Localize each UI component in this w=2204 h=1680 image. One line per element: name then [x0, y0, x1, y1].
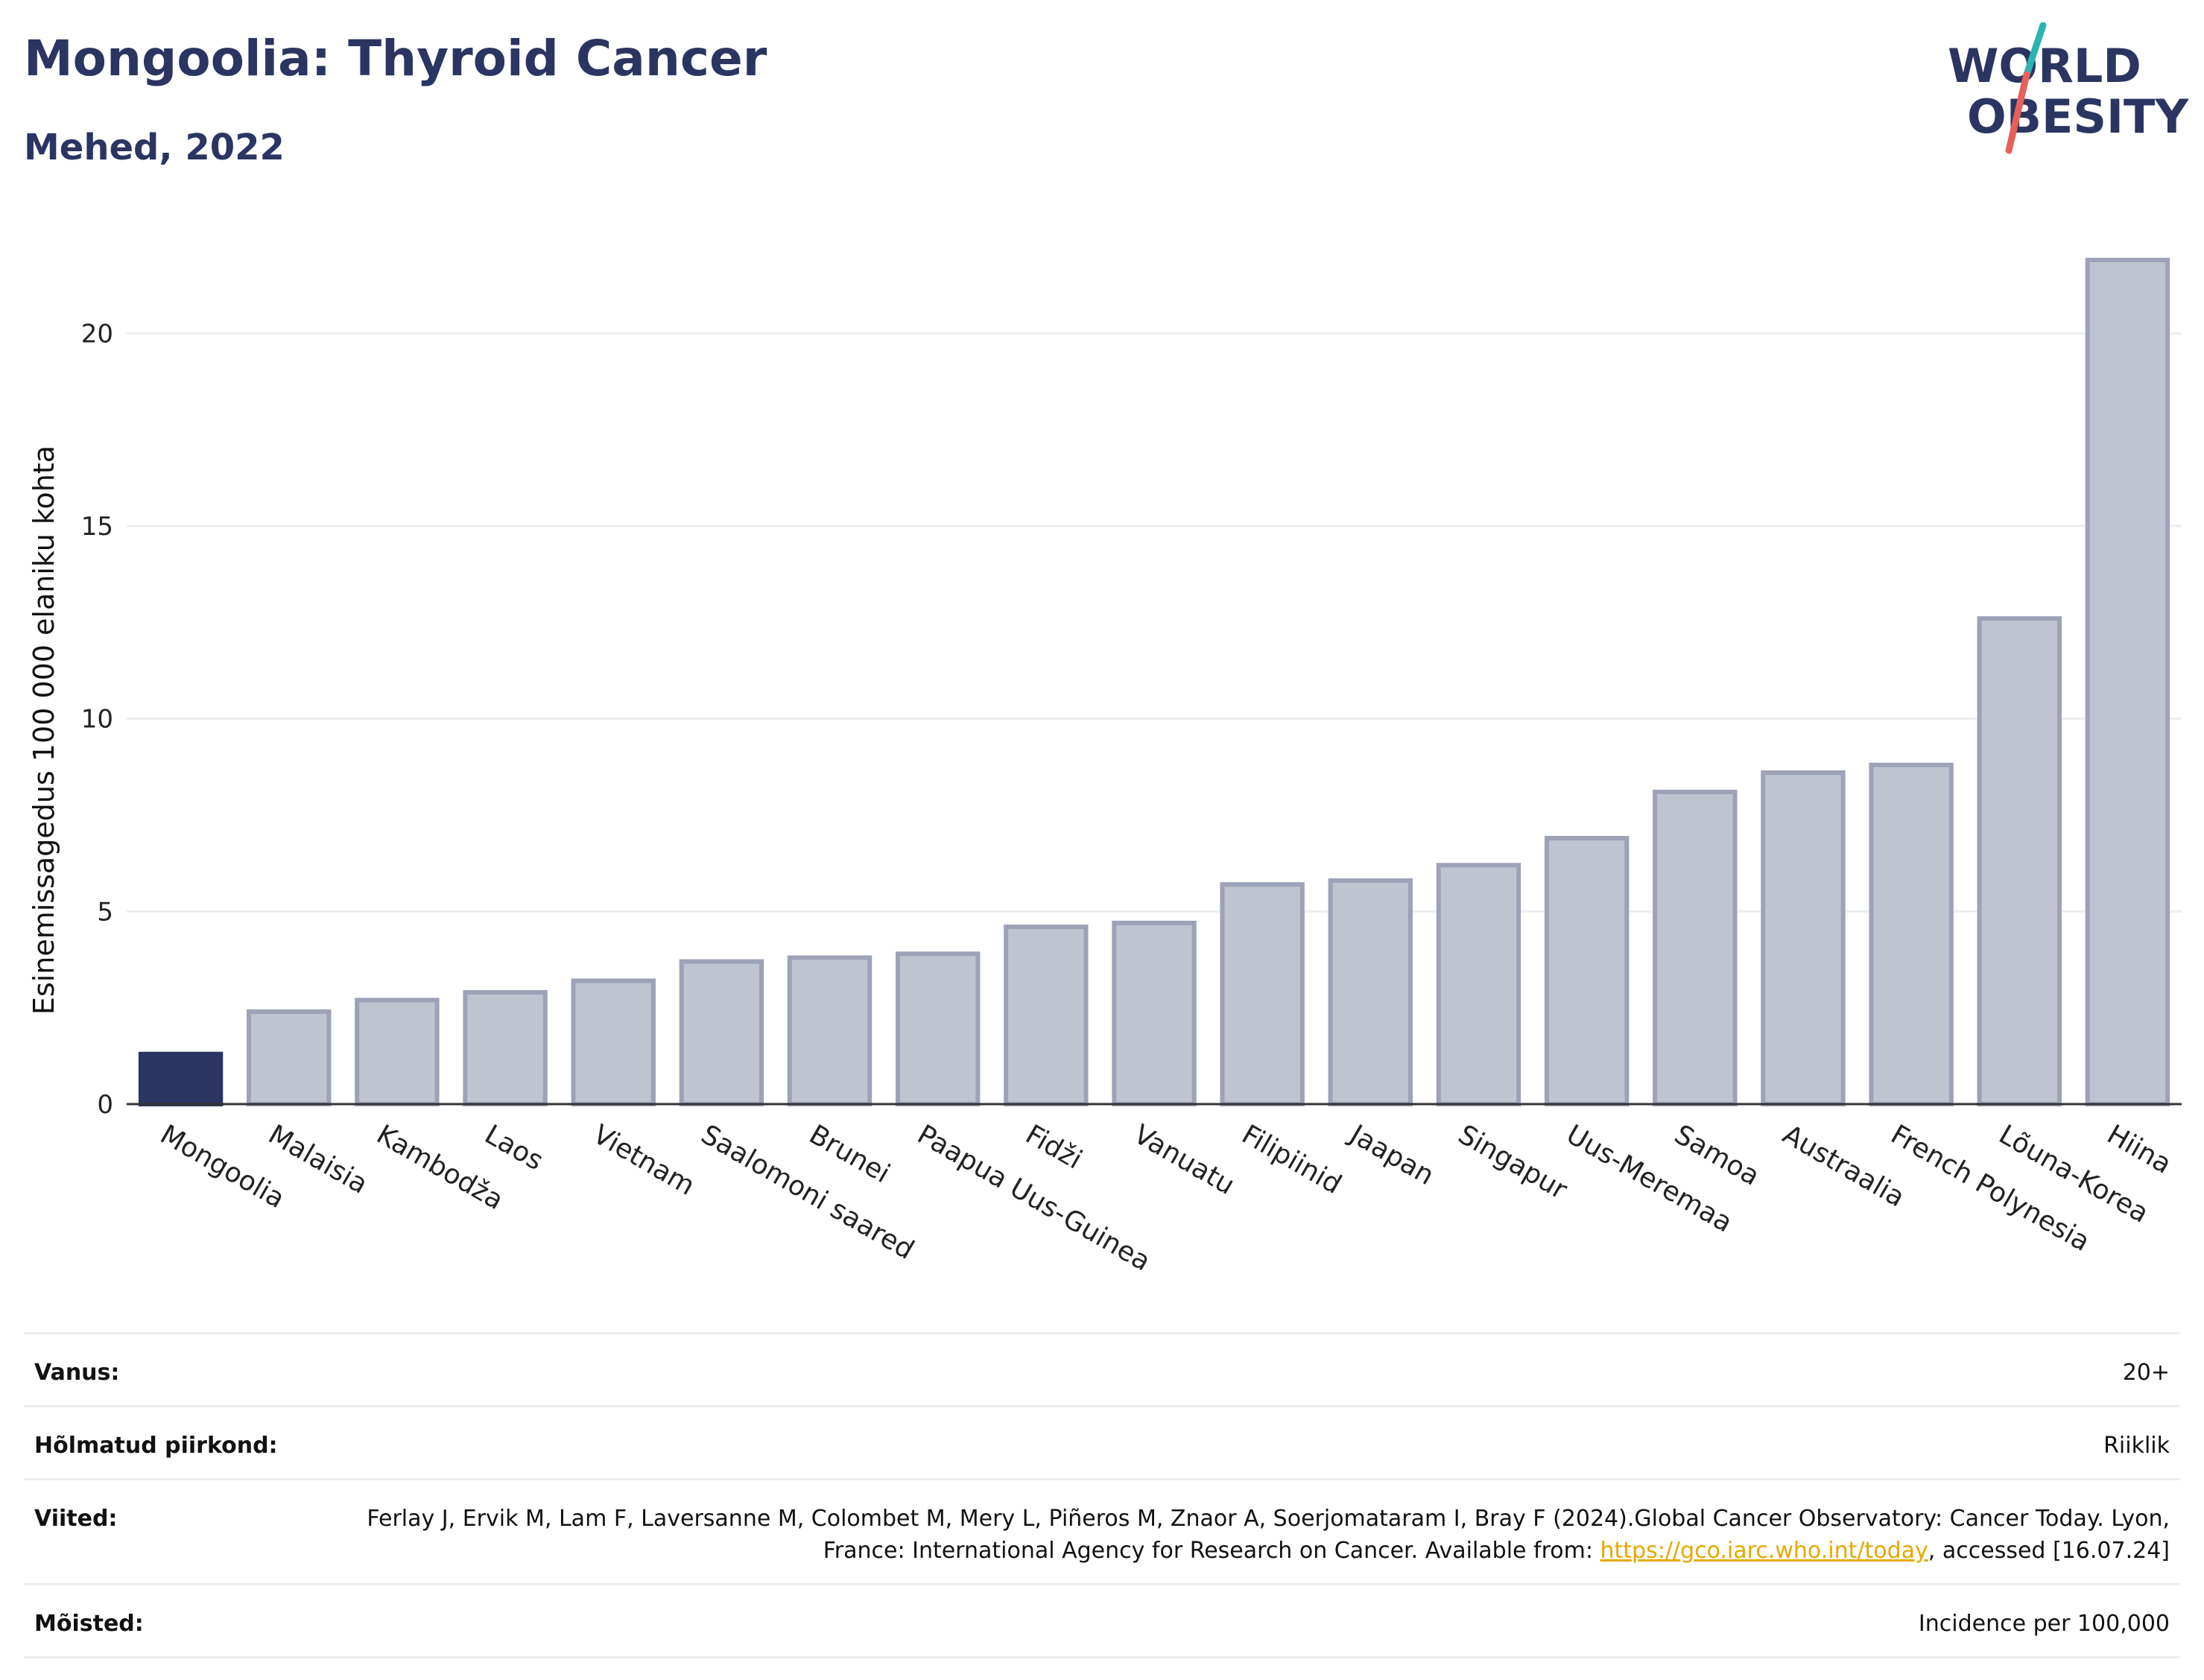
logo-text-obesity: OBESITY: [1967, 89, 2189, 144]
bar: [463, 989, 548, 1107]
references-link[interactable]: https://gco.iarc.who.int/today: [1600, 1538, 1928, 1564]
references-value: Ferlay J, Ervik M, Lam F, Laversanne M, …: [344, 1503, 2170, 1567]
references-text: Ferlay J, Ervik M, Lam F, Laversanne M, …: [367, 1506, 2170, 1564]
bar: [247, 1009, 332, 1106]
y-tick-labels: 0 5 10 15 20: [81, 319, 113, 1120]
x-tick-label: Singapur: [1453, 1119, 1572, 1205]
y-tick-label: 5: [97, 897, 113, 927]
bar: [1004, 925, 1089, 1106]
x-tick-label: Filipiinid: [1237, 1119, 1346, 1200]
bar: [895, 951, 981, 1106]
age-label: Vanus:: [34, 1360, 120, 1386]
logo-slash-top: [2023, 22, 2047, 78]
bar: [2085, 258, 2170, 1106]
x-tick-label: Hiina: [2102, 1119, 2176, 1179]
info-row-references: Viited: Ferlay J, Ervik M, Lam F, Lavers…: [24, 1478, 2180, 1583]
y-tick-label: 15: [81, 512, 113, 542]
x-tick-label: French Polynesia: [1886, 1119, 2095, 1258]
region-value: Riiklik: [2103, 1433, 2170, 1459]
y-tick-label: 10: [81, 705, 113, 735]
bar: [679, 959, 764, 1106]
info-row-region: Hõlmatud piirkond: Riiklik: [24, 1405, 2180, 1478]
age-value: 20+: [2122, 1360, 2170, 1386]
info-row-age: Vanus: 20+: [24, 1332, 2180, 1405]
bar: [571, 978, 656, 1107]
y-tick-label: 0: [97, 1090, 113, 1120]
region-label: Hõlmatud piirkond:: [34, 1433, 278, 1459]
bar: [1112, 920, 1197, 1107]
bar: [1220, 882, 1305, 1106]
y-axis-label: Esinemissagedus 100 000 elaniku kohta: [28, 446, 60, 1015]
logo-text-world: WORLD: [1948, 39, 2141, 93]
x-tick-label: Austraalia: [1777, 1119, 1910, 1213]
bar: [1761, 770, 1846, 1107]
bar: [1653, 789, 1738, 1106]
bars: [138, 258, 2170, 1107]
x-tick-label: Laos: [480, 1119, 548, 1176]
chart-subtitle: Mehed, 2022: [24, 127, 285, 168]
bar: [1977, 616, 2062, 1106]
chart-title: Mongoolia: Thyroid Cancer: [24, 30, 767, 87]
x-tick-label: Vanuatu: [1129, 1119, 1240, 1201]
references-accessed: , accessed [16.07.24]: [1928, 1538, 2170, 1564]
logo-slash-bottom: [2005, 71, 2030, 154]
bar: [355, 998, 440, 1106]
definitions-value: Incidence per 100,000: [1918, 1611, 2170, 1637]
x-tick-label: Jaapan: [1343, 1118, 1439, 1191]
references-label: Viited:: [34, 1506, 118, 1532]
y-tick-label: 20: [81, 319, 113, 349]
definitions-label: Mõisted:: [34, 1611, 144, 1637]
bar: [1544, 836, 1630, 1107]
x-tick-label: Vietnam: [588, 1119, 700, 1202]
world-obesity-logo: WORLD OBESITY: [1948, 22, 2189, 154]
bar: [787, 955, 873, 1106]
x-tick-label: Brunei: [804, 1119, 895, 1189]
info-row-definitions: Mõisted: Incidence per 100,000: [24, 1583, 2180, 1658]
x-tick-label: Fidži: [1020, 1119, 1087, 1175]
bar: [138, 1051, 224, 1107]
bar: [1328, 878, 1413, 1106]
info-table: Vanus: 20+ Hõlmatud piirkond: Riiklik Vi…: [24, 1332, 2180, 1658]
bar: [1436, 863, 1521, 1106]
bar: [1869, 762, 1954, 1107]
